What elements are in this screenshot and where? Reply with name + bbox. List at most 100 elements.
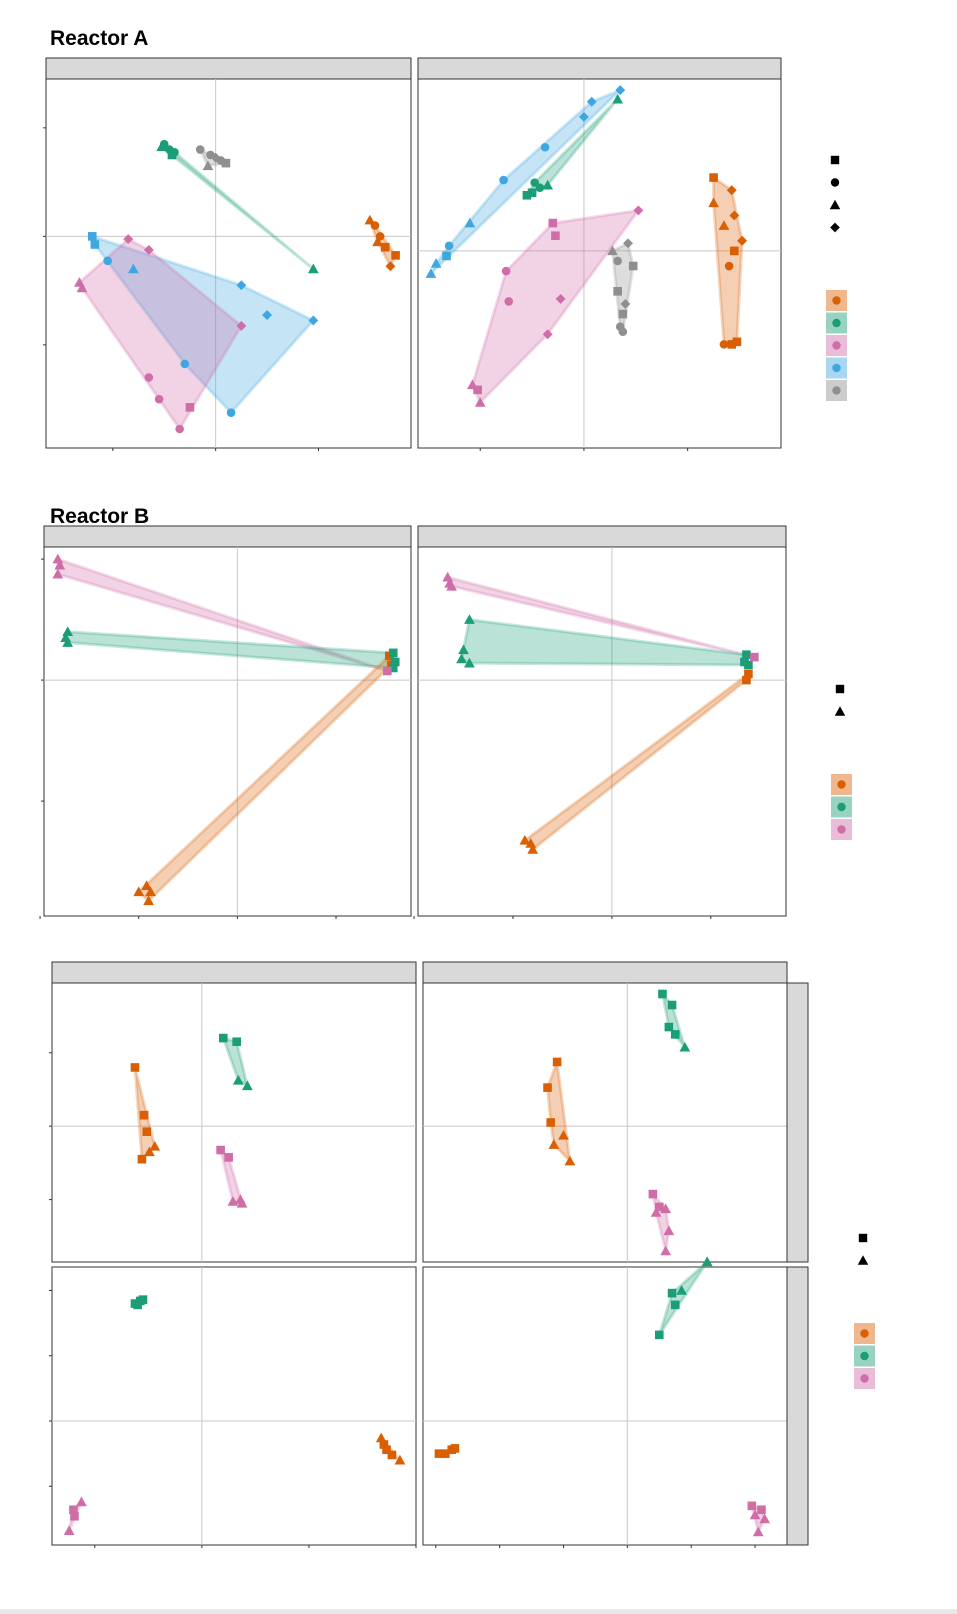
data-point (730, 246, 739, 256)
data-point (180, 359, 190, 369)
data-point (394, 1454, 406, 1465)
data-point (542, 329, 553, 340)
plot-area (43, 546, 412, 917)
data-point (388, 648, 398, 658)
data-point (552, 1057, 562, 1067)
data-point (618, 309, 628, 319)
data-point (527, 188, 537, 198)
legend-color-dot (837, 825, 846, 834)
data-point (391, 251, 400, 260)
plot-area (422, 982, 788, 1263)
data-point (156, 141, 168, 152)
data-point (709, 173, 718, 182)
data-point (380, 242, 390, 252)
data-point (144, 373, 154, 382)
data-point (679, 1041, 691, 1052)
data-point (719, 340, 729, 349)
data-point (618, 327, 628, 337)
legends (826, 155, 875, 1389)
legend-color-dot (860, 1329, 869, 1338)
data-point (434, 1449, 444, 1458)
legend-color-dot (832, 363, 841, 373)
legend-shape-key (835, 684, 845, 694)
data-point (442, 571, 454, 582)
data-point (654, 1202, 664, 1212)
data-point (308, 315, 319, 326)
data-point (535, 183, 545, 192)
data-point (133, 886, 145, 897)
reactor-a-title: Reactor A (50, 27, 148, 50)
data-point (141, 880, 152, 891)
data-point (70, 1511, 79, 1521)
data-point (612, 93, 624, 104)
data-point (501, 266, 511, 276)
data-point (185, 403, 195, 412)
data-point (370, 221, 380, 230)
plot-area (51, 1266, 417, 1546)
legend-shape-key (834, 706, 846, 716)
data-point (154, 394, 164, 404)
data-point (224, 1153, 233, 1162)
data-point (218, 1033, 228, 1043)
bottom-scroll-edge (0, 1609, 957, 1614)
data-point (236, 280, 247, 291)
legend-shape-key (858, 1233, 868, 1243)
data-point (660, 1203, 672, 1214)
data-point (737, 235, 748, 246)
data-point (444, 241, 454, 251)
data-point (667, 1288, 677, 1298)
data-point (76, 1496, 87, 1507)
data-point (430, 258, 442, 268)
data-point (543, 1083, 552, 1092)
data-point (242, 1080, 253, 1091)
data-point (87, 232, 97, 241)
data-point (729, 210, 740, 221)
data-point (564, 1155, 576, 1166)
data-point (660, 1245, 672, 1256)
data-point (62, 626, 74, 636)
legend-color-dot (860, 1351, 869, 1361)
data-point (620, 298, 631, 309)
data-point (744, 669, 753, 679)
data-point (663, 1225, 675, 1236)
data-point (52, 553, 64, 564)
panel-h (422, 1256, 788, 1548)
facet-strip (51, 961, 417, 984)
data-point (527, 844, 539, 854)
data-point (307, 263, 319, 274)
data-point (232, 1074, 244, 1085)
data-point (379, 1440, 389, 1449)
data-point (578, 111, 589, 122)
data-point (128, 263, 139, 274)
legend-color-dot (832, 341, 841, 350)
data-point (670, 1030, 680, 1039)
data-point (757, 1505, 766, 1515)
data-point (262, 310, 273, 320)
data-point (628, 261, 638, 271)
data-point (464, 217, 476, 228)
data-point (546, 1118, 556, 1127)
data-point (382, 1445, 391, 1455)
legend-shape-key (829, 199, 841, 210)
data-point (542, 179, 554, 190)
data-point (633, 205, 644, 216)
legend-shape-key (830, 222, 840, 233)
data-point (385, 261, 396, 272)
data-point (670, 1300, 680, 1310)
data-point (142, 1127, 152, 1136)
data-point (133, 1300, 142, 1310)
data-point (383, 666, 392, 676)
data-point (372, 236, 383, 247)
legend-shape-key (857, 1255, 869, 1265)
row-strips (786, 982, 809, 1546)
data-point (613, 256, 622, 266)
data-point (456, 653, 467, 664)
data-point (607, 245, 618, 256)
facet-strip (417, 525, 787, 548)
data-point (232, 1037, 241, 1047)
data-point (752, 1526, 764, 1537)
data-point (701, 1256, 713, 1267)
data-point (123, 234, 134, 245)
data-point (130, 1063, 140, 1072)
data-point (143, 895, 154, 906)
